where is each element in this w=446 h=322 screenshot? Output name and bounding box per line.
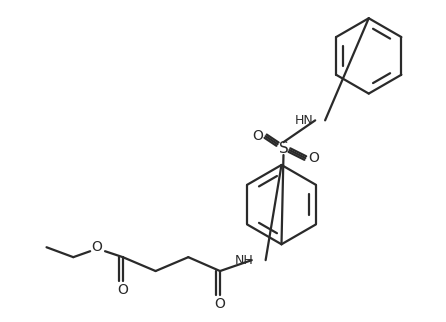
- Text: O: O: [252, 129, 263, 143]
- Text: O: O: [117, 283, 128, 297]
- Text: NH: NH: [235, 254, 254, 267]
- Text: HN: HN: [294, 114, 313, 127]
- Text: O: O: [308, 151, 318, 165]
- Text: O: O: [92, 240, 103, 254]
- Text: S: S: [279, 141, 289, 156]
- Text: O: O: [215, 297, 226, 311]
